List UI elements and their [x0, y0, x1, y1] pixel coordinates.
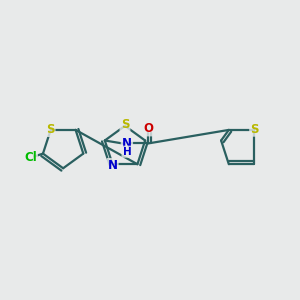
Text: N: N: [107, 159, 118, 172]
Text: S: S: [250, 122, 259, 136]
Text: Cl: Cl: [24, 151, 37, 164]
Text: S: S: [46, 123, 54, 136]
Text: H: H: [122, 147, 131, 157]
Text: O: O: [143, 122, 153, 135]
Text: N: N: [122, 137, 132, 150]
Text: S: S: [121, 118, 129, 131]
